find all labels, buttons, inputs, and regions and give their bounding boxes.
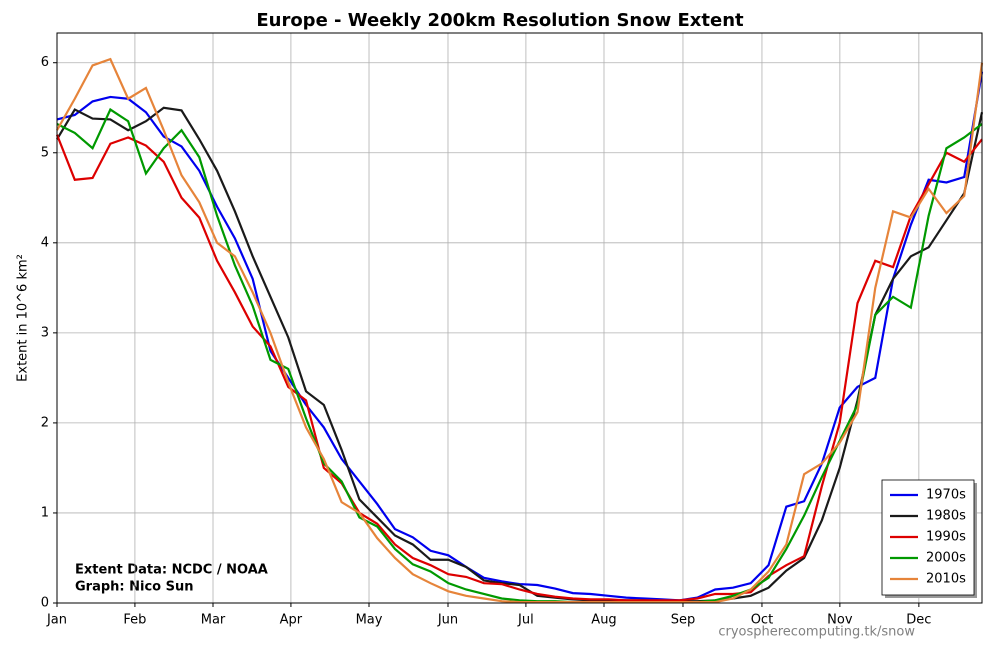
legend-label: 1980s xyxy=(926,509,966,524)
legend: 1970s 1980s 1990s 2000s 2010s xyxy=(881,479,975,596)
chart-title: Europe - Weekly 200km Resolution Snow Ex… xyxy=(256,10,744,31)
y-tick-label: 0 xyxy=(41,596,49,611)
series-line xyxy=(56,57,984,604)
annotation: Extent Data: NCDC / NOAA xyxy=(75,563,268,578)
y-tick-label: 2 xyxy=(41,415,49,430)
y-axis-label: Extent in 10^6 km² xyxy=(16,254,31,382)
y-tick-label: 4 xyxy=(41,235,49,250)
x-tick-label: Apr xyxy=(280,613,303,628)
x-tick-label: Oct xyxy=(751,613,773,628)
y-tick-label: 5 xyxy=(41,145,49,160)
plot-frame xyxy=(56,32,983,604)
legend-label: 2000s xyxy=(926,551,966,566)
y-tick-label: 6 xyxy=(41,55,49,70)
x-tick-label: Mar xyxy=(201,613,226,628)
x-tick-label: Jan xyxy=(46,613,67,628)
y-tick-label: 3 xyxy=(41,325,49,340)
y-tick-label: 1 xyxy=(41,505,49,520)
x-tick-label: Dec xyxy=(906,613,931,628)
series-line xyxy=(56,106,984,603)
x-tick-label: Jun xyxy=(437,613,458,628)
x-tick-label: Sep xyxy=(671,613,696,628)
series-line xyxy=(55,134,983,602)
annotation: Graph: Nico Sun xyxy=(75,580,194,595)
legend-label: 2010s xyxy=(926,572,966,587)
legend-label: 1990s xyxy=(926,530,966,545)
x-tick-label: Nov xyxy=(827,613,853,628)
x-tick-label: Aug xyxy=(591,613,616,628)
x-tick-label: May xyxy=(356,613,383,628)
legend-label: 1970s xyxy=(926,488,966,503)
x-tick-label: Feb xyxy=(123,613,146,628)
x-tick-label: Jul xyxy=(517,613,534,628)
annotation: cryospherecomputing.tk/snow xyxy=(718,625,915,640)
series-line xyxy=(56,107,983,604)
